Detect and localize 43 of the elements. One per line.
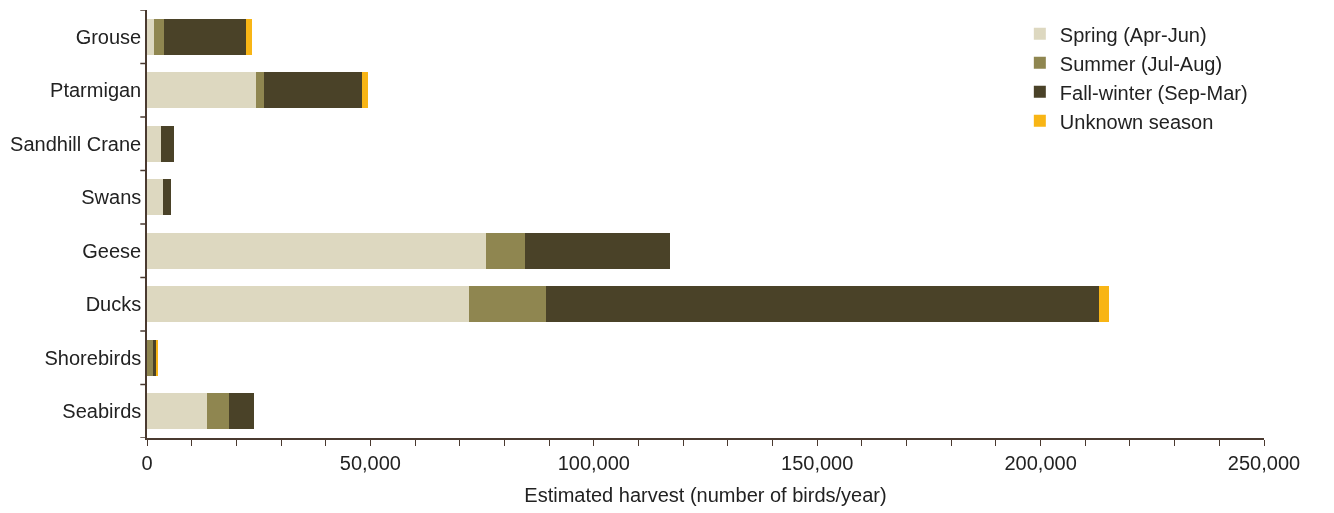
bar bbox=[207, 393, 229, 430]
bar bbox=[485, 232, 526, 269]
x-tick-label: 0 bbox=[141, 451, 153, 474]
x-tick-label: 100,000 bbox=[557, 451, 630, 474]
bar bbox=[160, 125, 175, 162]
bar bbox=[228, 393, 255, 430]
legend-label: Spring (Apr-Jun) bbox=[1059, 23, 1207, 46]
bar bbox=[156, 339, 159, 376]
y-tick-label: Shorebirds bbox=[44, 346, 142, 369]
y-tick-label: Sandhill Crane bbox=[10, 132, 142, 155]
legend-label: Summer (Jul-Aug) bbox=[1059, 52, 1223, 75]
bar bbox=[163, 18, 246, 55]
y-tick-label: Grouse bbox=[75, 25, 142, 48]
bar bbox=[525, 232, 670, 269]
bar bbox=[147, 125, 161, 162]
bar bbox=[147, 179, 163, 216]
bar bbox=[147, 339, 153, 376]
bar bbox=[162, 179, 172, 216]
bar bbox=[147, 18, 154, 55]
bar bbox=[153, 18, 164, 55]
bar bbox=[361, 72, 369, 109]
x-tick-label: 50,000 bbox=[339, 451, 401, 474]
legend-label: Unknown season bbox=[1059, 110, 1214, 133]
bar bbox=[147, 72, 256, 109]
x-tick-label: 150,000 bbox=[781, 451, 854, 474]
x-tick-label: 200,000 bbox=[1004, 451, 1077, 474]
bar bbox=[263, 72, 362, 109]
x-tick-label: 250,000 bbox=[1227, 451, 1301, 474]
bar bbox=[245, 18, 252, 55]
y-tick-label: Ptarmigan bbox=[50, 79, 142, 102]
bar bbox=[1098, 286, 1109, 323]
y-tick-label: Swans bbox=[81, 186, 142, 209]
bar bbox=[147, 232, 486, 269]
bar bbox=[546, 286, 1099, 323]
y-tick-label: Seabirds bbox=[62, 400, 142, 423]
y-tick-label: Geese bbox=[82, 239, 142, 262]
bar bbox=[255, 72, 264, 109]
bar bbox=[147, 286, 469, 323]
legend-label: Fall-winter (Sep-Mar) bbox=[1059, 81, 1248, 104]
bar bbox=[147, 393, 208, 430]
x-axis-title: Estimated harvest (number of birds/year) bbox=[524, 483, 887, 506]
bar bbox=[468, 286, 547, 323]
y-tick-label: Ducks bbox=[85, 293, 142, 316]
